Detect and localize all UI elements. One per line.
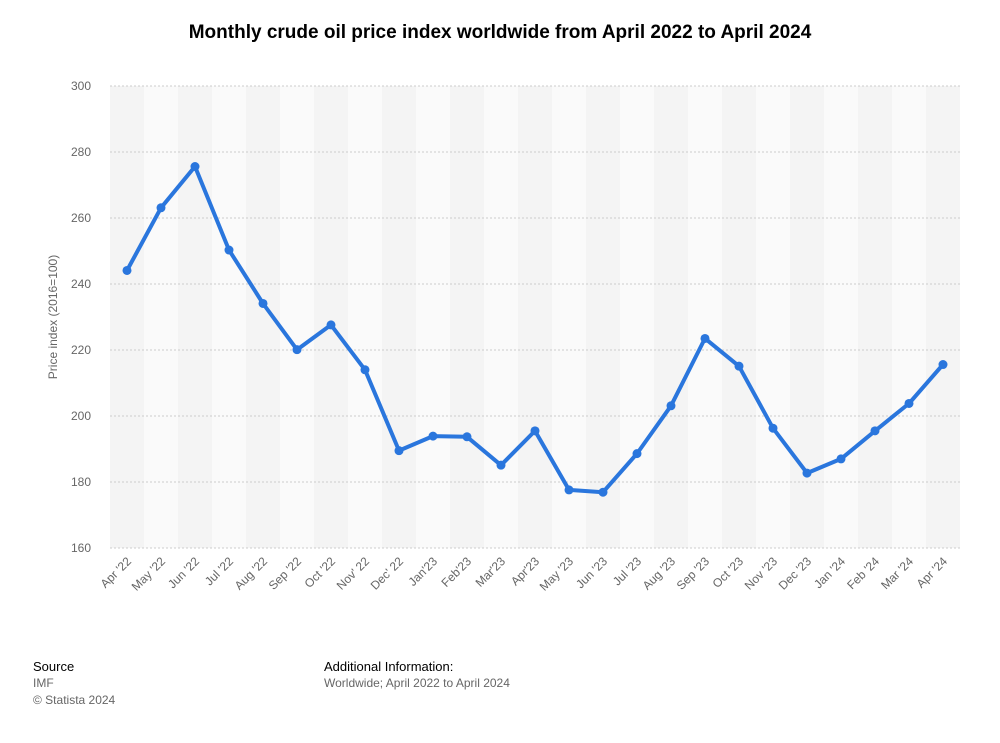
data-point[interactable] [394, 446, 404, 456]
data-point[interactable] [496, 460, 506, 470]
source-block: Source IMF © Statista 2024 [33, 658, 115, 709]
x-tick-label: Feb '24 [844, 554, 882, 592]
column-band [824, 86, 858, 548]
column-band [620, 86, 654, 548]
y-tick-label: 280 [71, 145, 91, 159]
x-tick-label: Jan'23 [405, 554, 440, 589]
y-tick-label: 180 [71, 475, 91, 489]
data-point[interactable] [870, 426, 880, 436]
data-point[interactable] [462, 432, 472, 442]
data-point[interactable] [734, 361, 744, 371]
data-point[interactable] [700, 333, 710, 343]
y-tick-labels: 160 180 200 220 240 260 280 300 [71, 79, 91, 555]
data-point[interactable] [768, 423, 778, 433]
data-point[interactable] [292, 345, 302, 355]
y-tick-label: 260 [71, 211, 91, 225]
data-point[interactable] [326, 320, 336, 330]
column-band [518, 86, 552, 548]
column-band [382, 86, 416, 548]
data-point[interactable] [802, 468, 812, 478]
column-band [348, 86, 382, 548]
data-point[interactable] [360, 365, 370, 375]
y-tick-label: 240 [71, 277, 91, 291]
column-band [314, 86, 348, 548]
x-tick-label: May '23 [537, 554, 577, 594]
column-band [484, 86, 518, 548]
gridlines [110, 85, 960, 549]
data-point[interactable] [428, 431, 438, 441]
x-tick-label: Sep '23 [674, 554, 713, 593]
x-tick-label: Apr '24 [914, 554, 951, 591]
y-tick-label: 200 [71, 409, 91, 423]
column-band [416, 86, 450, 548]
x-tick-label: Jan '24 [811, 554, 848, 591]
data-point[interactable] [666, 401, 676, 411]
data-point[interactable] [836, 454, 846, 464]
x-tick-label: Aug '23 [640, 554, 679, 593]
y-tick-label: 160 [71, 541, 91, 555]
x-tick-label: Nov' 22 [334, 554, 373, 593]
column-band [552, 86, 586, 548]
x-tick-label: Nov '23 [742, 554, 781, 593]
data-point[interactable] [156, 203, 166, 213]
data-point[interactable] [530, 426, 540, 436]
additional-info-text: Worldwide; April 2022 to April 2024 [324, 676, 510, 690]
y-tick-label: 220 [71, 343, 91, 357]
x-tick-label: May '22 [129, 554, 169, 594]
data-point[interactable] [632, 449, 642, 459]
column-band [756, 86, 790, 548]
column-band [722, 86, 756, 548]
column-band [892, 86, 926, 548]
data-point[interactable] [564, 485, 574, 495]
column-band [280, 86, 314, 548]
column-band [688, 86, 722, 548]
data-points [122, 162, 948, 497]
additional-info-block: Additional Information: Worldwide; April… [324, 658, 510, 692]
source-text: IMF [33, 676, 54, 690]
x-tick-label: Jun '23 [573, 554, 610, 591]
additional-info-heading: Additional Information: [324, 659, 454, 674]
data-point[interactable] [938, 360, 948, 370]
x-tick-label: Aug '22 [232, 554, 271, 593]
column-band [790, 86, 824, 548]
x-tick-label: Feb'23 [439, 554, 475, 590]
column-bands [110, 86, 960, 548]
column-band [178, 86, 212, 548]
x-tick-label: Dec '23 [776, 554, 815, 593]
column-band [858, 86, 892, 548]
y-tick-label: 300 [71, 79, 91, 93]
x-tick-label: Apr '22 [98, 554, 135, 591]
x-tick-label: Jun '22 [165, 554, 202, 591]
x-tick-label: Mar '24 [878, 554, 916, 592]
column-band [144, 86, 178, 548]
data-point[interactable] [190, 162, 200, 172]
copyright-text: © Statista 2024 [33, 693, 116, 707]
column-band [450, 86, 484, 548]
source-heading: Source [33, 659, 75, 674]
x-tick-label: Mar'23 [473, 554, 509, 590]
data-point[interactable] [598, 487, 608, 497]
column-band [212, 86, 246, 548]
x-tick-label: Dec' 22 [368, 554, 407, 593]
chart-title: Monthly crude oil price index worldwide … [188, 22, 812, 43]
x-tick-label: Oct '22 [302, 554, 339, 591]
data-point[interactable] [904, 398, 914, 408]
column-band [110, 86, 144, 548]
data-point[interactable] [122, 265, 132, 275]
data-point[interactable] [224, 245, 234, 255]
y-axis-label: Price index (2016=100) [46, 255, 60, 379]
column-band [586, 86, 620, 548]
data-point[interactable] [258, 298, 268, 308]
x-tick-label: Sep '22 [266, 554, 305, 593]
column-band [926, 86, 960, 548]
column-band [654, 86, 688, 548]
x-tick-label: Oct '23 [710, 554, 747, 591]
